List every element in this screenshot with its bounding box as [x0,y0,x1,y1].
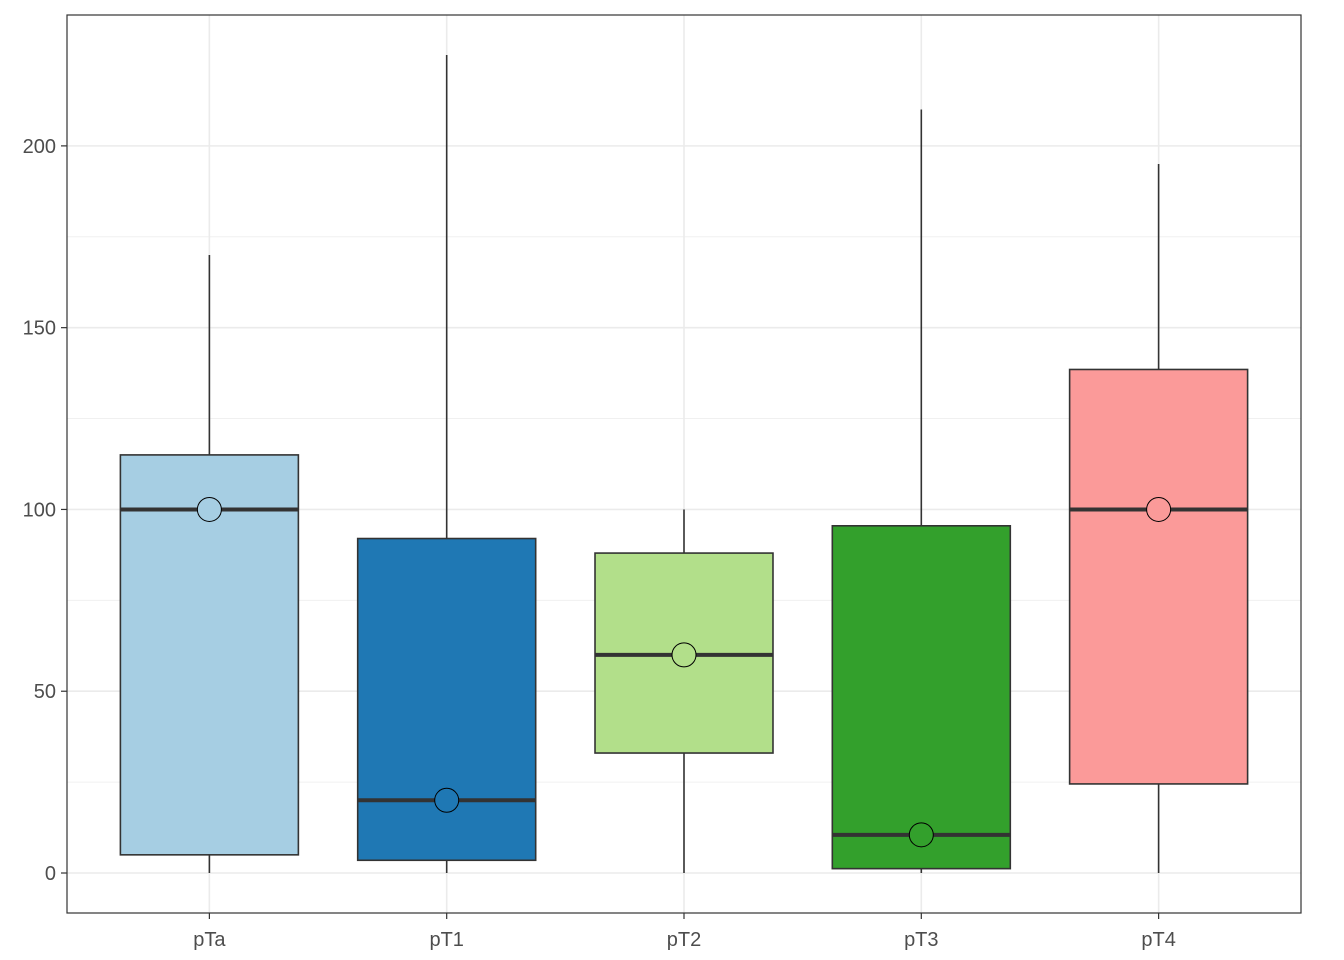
x-tick-label: pT4 [1141,929,1175,951]
y-tick-label: 200 [23,136,56,158]
mean-point [1146,496,1172,522]
x-tick-label: pTa [193,929,226,951]
mean-point [671,642,697,668]
box-pT3 [831,525,1012,870]
y-axis: 0 50 100 150 200 [23,136,67,885]
x-axis: pTa pT1 pT2 pT3 pT4 [193,913,1176,951]
mean-point [908,822,934,848]
x-tick-label: pT1 [429,929,463,951]
mean-point [434,787,460,813]
y-tick-label: 150 [23,318,56,340]
mean-point [196,496,222,522]
x-tick-label: pT3 [904,929,938,951]
boxes [119,54,1249,874]
y-tick-label: 50 [34,681,56,703]
y-tick-label: 100 [23,499,56,521]
y-tick-label: 0 [45,863,56,885]
box-pT4 [1068,368,1249,785]
x-tick-label: pT2 [667,929,701,951]
